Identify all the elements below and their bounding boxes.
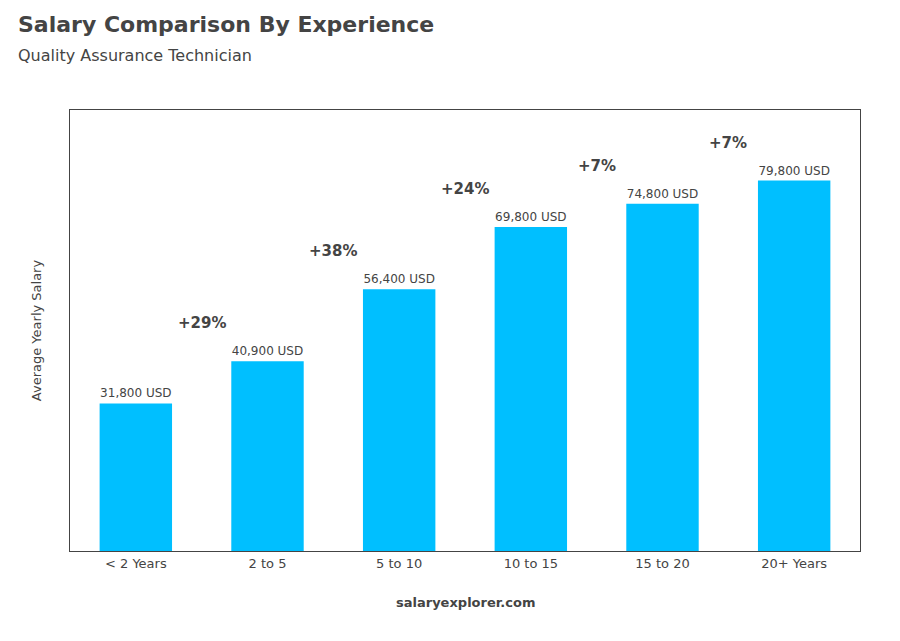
svg-text:Average Yearly Salary: Average Yearly Salary bbox=[29, 260, 44, 402]
svg-text:+24%: +24% bbox=[441, 180, 489, 198]
svg-text:56,400 USD: 56,400 USD bbox=[363, 272, 434, 286]
svg-text:5 to 10: 5 to 10 bbox=[376, 556, 422, 571]
svg-text:+7%: +7% bbox=[709, 134, 747, 152]
svg-text:20+ Years: 20+ Years bbox=[761, 556, 827, 571]
svg-text:31,800 USD: 31,800 USD bbox=[100, 386, 171, 400]
svg-text:< 2 Years: < 2 Years bbox=[105, 556, 167, 571]
svg-text:salaryexplorer.com: salaryexplorer.com bbox=[396, 595, 535, 610]
svg-text:+29%: +29% bbox=[178, 314, 226, 332]
svg-text:40,900 USD: 40,900 USD bbox=[232, 344, 303, 358]
svg-text:79,800 USD: 79,800 USD bbox=[758, 164, 829, 178]
svg-text:+7%: +7% bbox=[578, 157, 616, 175]
svg-text:10 to 15: 10 to 15 bbox=[504, 556, 558, 571]
svg-text:2 to 5: 2 to 5 bbox=[249, 556, 287, 571]
svg-text:69,800 USD: 69,800 USD bbox=[495, 210, 566, 224]
svg-text:15 to 20: 15 to 20 bbox=[635, 556, 689, 571]
svg-text:74,800 USD: 74,800 USD bbox=[627, 187, 698, 201]
svg-text:+38%: +38% bbox=[309, 242, 357, 260]
svg-text:Salary Comparison By Experienc: Salary Comparison By ExperienceQuality A… bbox=[18, 12, 434, 65]
